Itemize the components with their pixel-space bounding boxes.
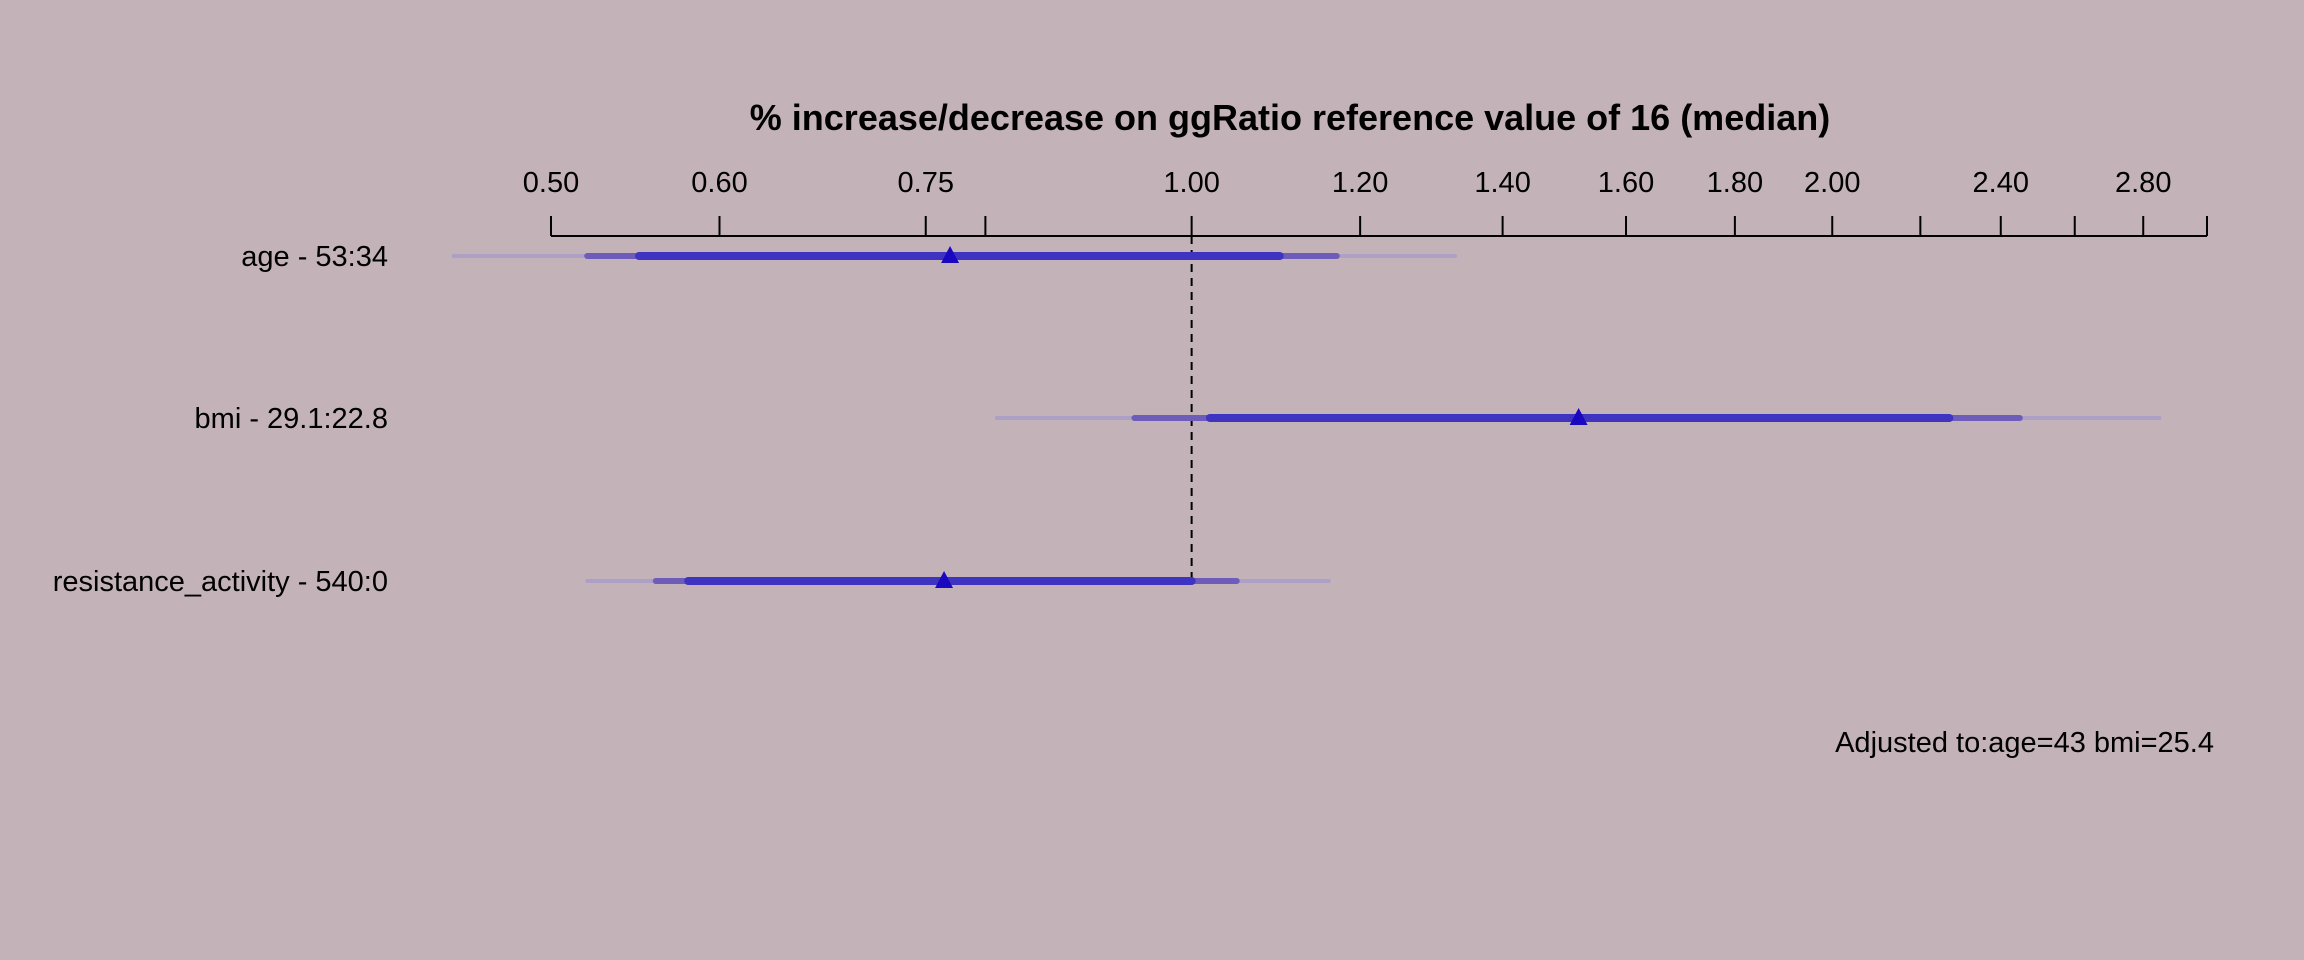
- x-tick-label-3: 1.00: [1163, 167, 1219, 199]
- x-tick-label-0: 0.50: [523, 167, 579, 199]
- x-tick-label-6: 1.60: [1598, 167, 1654, 199]
- x-tick-label-4: 1.20: [1332, 167, 1388, 199]
- row-label-1: bmi - 29.1:22.8: [195, 403, 388, 435]
- row-1: bmi - 29.1:22.8: [195, 403, 2162, 435]
- estimate-marker-1: [1569, 408, 1588, 425]
- x-tick-label-5: 1.40: [1474, 167, 1530, 199]
- row-label-2: resistance_activity - 540:0: [53, 566, 388, 598]
- x-tick-label-2: 0.75: [898, 167, 954, 199]
- x-tick-label-10: 2.80: [2115, 167, 2171, 199]
- row-2: resistance_activity - 540:0: [53, 566, 1331, 598]
- x-tick-label-7: 1.80: [1707, 167, 1763, 199]
- x-tick-label-1: 0.60: [691, 167, 747, 199]
- row-0: age - 53:34: [241, 241, 1458, 273]
- estimate-marker-2: [935, 571, 954, 588]
- rows-group: age - 53:34 bmi - 29.1:22.8 resistance_act…: [53, 241, 2162, 598]
- row-label-0: age - 53:34: [241, 241, 388, 273]
- x-axis: 0.50 0.60 0.75 1.00 1.20 1.40 1.60 1.80 2.00 2.40…: [523, 167, 2208, 237]
- adjusted-note: Adjusted to:age=43 bmi=25.4: [1835, 727, 2214, 759]
- estimate-marker-0: [941, 246, 960, 263]
- x-tick-label-9: 2.40: [1973, 167, 2029, 199]
- x-tick-label-8: 2.00: [1804, 167, 1860, 199]
- chart-title: % increase/decrease on ggRatio reference…: [750, 97, 1830, 138]
